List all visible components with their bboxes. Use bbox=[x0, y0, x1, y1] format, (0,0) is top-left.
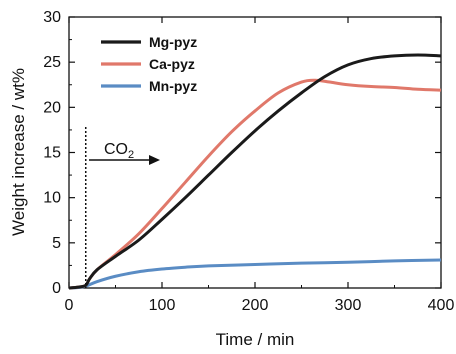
y-tick-label: 30 bbox=[43, 9, 61, 26]
series-line-ca-pyz bbox=[68, 78, 442, 290]
y-tick-label: 0 bbox=[52, 280, 61, 297]
y-tick-label: 5 bbox=[52, 235, 61, 252]
legend: Mg-pyz Ca-pyz Mn-pyz bbox=[101, 34, 197, 94]
co2-annotation: CO2 bbox=[104, 141, 134, 161]
legend-label-mn-pyz: Mn-pyz bbox=[149, 78, 197, 94]
x-tick-label: 300 bbox=[335, 297, 362, 314]
series-line-mg-pyz bbox=[68, 53, 442, 290]
legend-label-mg-pyz: Mg-pyz bbox=[149, 34, 197, 50]
co2-annotation-main: CO bbox=[104, 141, 128, 158]
x-tick-label: 0 bbox=[65, 297, 74, 314]
y-tick-label: 25 bbox=[43, 54, 61, 71]
y-axis-title: Weight increase / wt% bbox=[9, 68, 28, 236]
legend-label-ca-pyz: Ca-pyz bbox=[149, 56, 195, 72]
x-axis-title: Time / min bbox=[216, 330, 295, 349]
co2-annotation-subscript: 2 bbox=[128, 149, 134, 161]
y-tick-label: 15 bbox=[43, 145, 61, 162]
y-tick-label: 10 bbox=[43, 190, 61, 207]
x-tick-label: 200 bbox=[242, 297, 269, 314]
x-tick-label: 400 bbox=[428, 297, 455, 314]
x-tick-label: 100 bbox=[149, 297, 176, 314]
y-tick-label: 20 bbox=[43, 99, 61, 116]
co2-arrowhead bbox=[149, 155, 160, 165]
